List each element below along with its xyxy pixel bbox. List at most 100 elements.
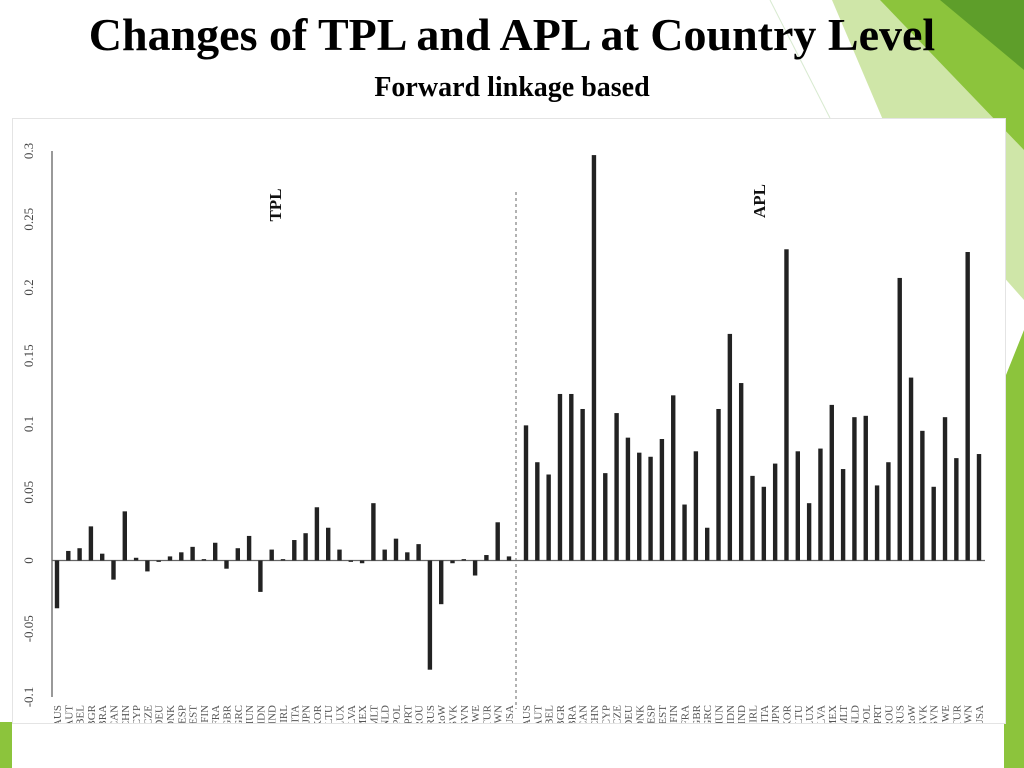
bar-tpl-dnk [167,556,173,561]
x-tick-label: CHN [589,705,601,723]
x-tick-label: AUS [52,705,64,723]
x-tick-label: CHN [120,705,132,723]
bar-apl-ita [761,486,767,561]
bar-apl-usa [976,454,982,561]
x-tick-label: IRL [748,705,760,723]
x-tick-label: KOR [781,704,793,723]
x-tick-label: BRA [566,705,578,723]
bar-apl-fra [682,504,687,561]
bar-tpl-mex [359,560,365,564]
bar-apl-mlt [840,469,846,561]
bar-tpl-bel [77,548,82,561]
x-tick-label: SVN [929,705,941,723]
bar-apl-cyp [603,473,608,561]
bar-tpl-nld [382,549,387,561]
x-tick-label: DEU [154,705,166,723]
bar-apl-twn [965,252,970,561]
bar-tpl-prt [405,552,410,561]
bar-tpl-cyp [133,557,139,561]
bar-tpl-aut [66,550,71,561]
x-tick-label: POL [861,705,873,723]
x-tick-label: RUS [895,705,907,723]
green-accent-side-shape [1004,330,1024,768]
bar-tpl-rou [416,544,421,561]
bar-apl-ind [738,383,744,561]
bar-tpl-svk [450,560,455,564]
bar-tpl-usa [506,556,512,561]
x-tick-label: SVK [917,705,929,723]
x-tick-label: IND [736,705,748,723]
bar-apl-lva [818,448,823,561]
x-tick-label: IRL [278,705,290,723]
x-tick-label: RoW [436,704,448,723]
bar-apl-deu [625,437,631,561]
x-tick-label: CYP [600,705,612,723]
x-tick-label: RUS [425,705,437,723]
x-tick-label: BEL [75,705,87,723]
bar-apl-ltu [795,451,800,561]
bar-apl-prt [874,485,880,561]
x-tick-label: ROU [883,705,895,723]
bar-tpl-rus [427,560,433,670]
y-tick-label: 0.2 [21,279,36,295]
bar-apl-jpn [772,463,778,561]
bar-tpl-gbr [224,560,229,569]
bar-apl-bra [569,393,574,561]
bar-tpl-svn [461,559,466,561]
x-tick-label: HUN [714,705,726,723]
x-tick-label: GBR [222,704,234,723]
x-tick-label: CYP [131,705,143,723]
bar-tpl-idn [258,560,263,592]
bar-tpl-ltu [326,527,331,561]
bar-tpl-deu [156,560,161,562]
bar-apl-hun [716,408,721,561]
bar-tpl-fin [201,559,207,561]
bar-tpl-twn [495,522,500,561]
bar-apl-bel [546,474,551,561]
x-tick-label: CZE [142,705,154,723]
bar-apl-mex [829,404,834,561]
green-accent-corner-shape [0,722,12,768]
bar-apl-fin [671,395,676,561]
bar-tpl-ind [269,549,274,561]
bar-apl-rus [897,277,902,561]
x-tick-label: MLT [838,705,850,723]
x-tick-label: MEX [357,705,369,723]
bar-apl-grc [705,527,710,561]
bar-apl-tur [954,458,959,561]
bar-tpl-can [111,560,116,580]
x-tick-label: JPN [301,705,313,723]
slide-subtitle: Forward linkage based [374,72,650,103]
bar-tpl-aus [54,560,60,609]
x-tick-label: LTU [323,705,335,723]
bar-tpl-ita [292,540,297,561]
x-tick-label: RoW [906,704,918,723]
x-tick-label: SWE [470,705,482,723]
bar-apl-bgr [557,393,563,561]
x-tick-label: BGR [86,704,98,723]
x-tick-label: BEL [544,705,556,723]
x-tick-label: NLD [849,705,861,723]
accent-line [769,0,831,119]
bar-tpl-lux [337,549,342,561]
x-tick-label: MLT [368,705,380,723]
bar-apl-row [908,377,914,561]
bar-tpl-esp [179,552,184,561]
y-tick-label: -0.05 [21,615,36,642]
x-tick-label: ITA [759,705,771,723]
y-tick-label: 0.3 [21,143,36,159]
bar-apl-est [659,439,665,561]
x-tick-label: MEX [827,705,839,723]
x-tick-label: FRA [210,705,222,723]
bar-apl-svn [931,486,936,561]
bar-tpl-cze [145,560,150,572]
y-tick-label: 0 [21,557,36,564]
bar-apl-nld [852,417,857,561]
slide-title: Changes of TPL and APL at Country Level [88,9,936,60]
bar-apl-swe [942,417,948,561]
bar-apl-dnk [637,452,642,561]
bar-tpl-lva [348,560,353,562]
x-tick-label: TWN [963,705,975,723]
x-tick-label: PRT [402,705,414,723]
bar-tpl-chn [122,511,127,561]
